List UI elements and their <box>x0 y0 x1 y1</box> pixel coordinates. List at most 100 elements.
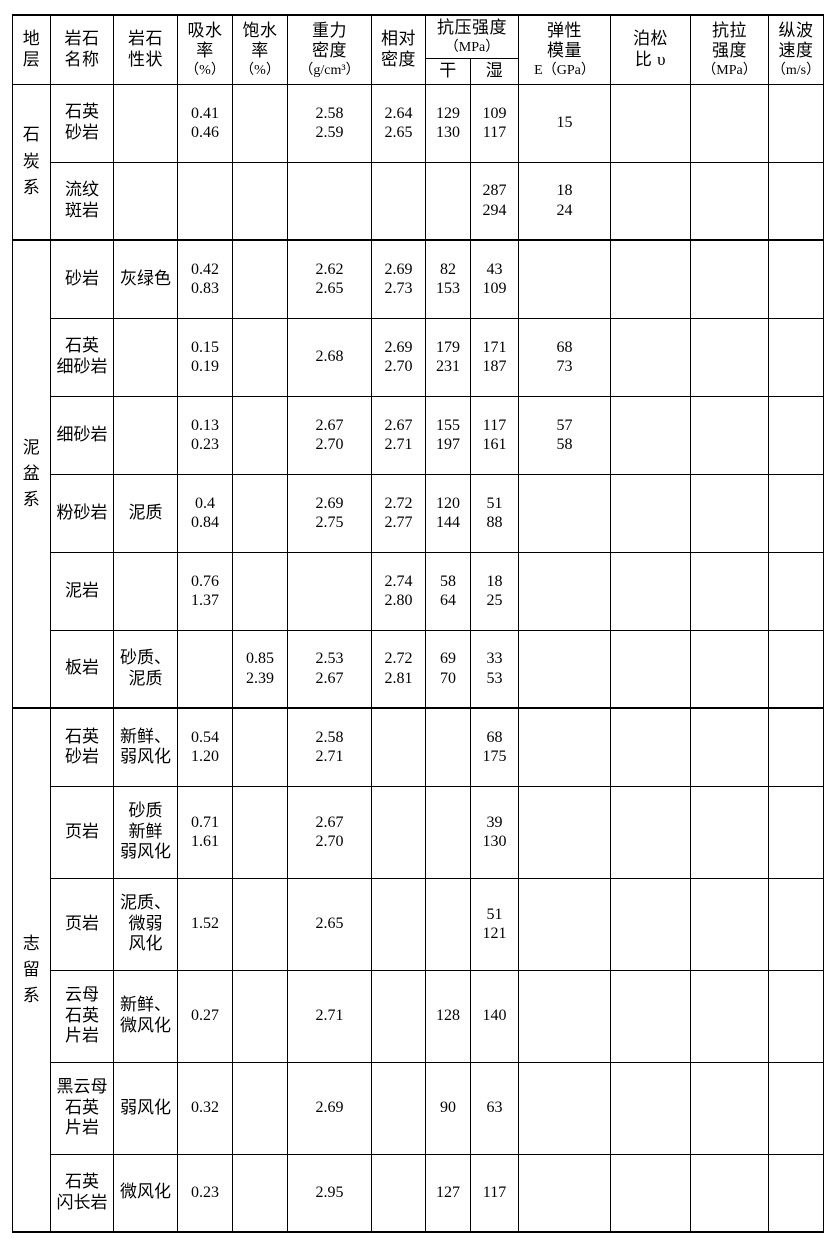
table-row: 黑云母 石英 片岩 弱风化 0.32 2.69 90 63 <box>13 1061 824 1155</box>
cell-rock-character: 新鲜、 弱风化 <box>113 707 178 787</box>
cell-water-absorption: 0.32 <box>177 1061 233 1155</box>
cell-wave-velocity <box>768 395 824 475</box>
cell-strength-wet-line: 171 <box>482 338 507 356</box>
cell-elastic-modulus-line: 68 <box>556 338 573 356</box>
cell-unit-weight: 2.69 <box>287 1061 372 1155</box>
cell-poisson-ratio <box>610 969 691 1063</box>
header-tensile-line2: 强度 <box>712 41 747 61</box>
cell-elastic-modulus <box>518 785 611 879</box>
cell-tensile-strength <box>690 161 769 241</box>
cell-unit-weight-line: 2.65 <box>315 280 344 298</box>
cell-strength-wet: 63 <box>470 1061 519 1155</box>
cell-wave-velocity <box>768 877 824 971</box>
cell-water-absorption-line: 0.71 <box>191 813 219 831</box>
cell-strength-dry: 90 <box>425 1061 471 1155</box>
cell-strength-dry-line: 90 <box>440 1099 456 1117</box>
header-tensile-unit: （MPa） <box>702 62 757 78</box>
cell-tensile-strength <box>690 1153 769 1233</box>
column-header-unit-weight: 重力 密度 （g/cm³） <box>287 14 372 85</box>
cell-poisson-ratio <box>610 317 691 397</box>
cell-unit-weight-line: 2.69 <box>315 1099 344 1117</box>
cell-rock-name-line: 斑岩 <box>65 200 99 220</box>
column-header-poisson-ratio: 泊松 比 υ <box>610 14 691 85</box>
cell-rock-character: 新鲜、 微风化 <box>113 969 178 1063</box>
cell-rock-name: 粉砂岩 <box>50 473 114 553</box>
cell-tensile-strength <box>690 551 769 631</box>
cell-rock-character-line: 砂质 <box>128 800 163 820</box>
cell-strength-wet: 117 <box>470 1153 519 1233</box>
column-header-wave-velocity: 纵波 速度 （m/s） <box>768 14 824 85</box>
header-reldens-line2: 密度 <box>381 49 416 69</box>
cell-poisson-ratio <box>610 551 691 631</box>
cell-elastic-modulus-line: 24 <box>556 201 573 219</box>
header-wave-line2: 速度 <box>778 41 814 61</box>
cell-relative-density: 2.72 2.81 <box>371 629 426 709</box>
cell-strength-wet: 43 109 <box>470 239 519 319</box>
cell-unit-weight: 2.67 2.70 <box>287 785 372 879</box>
header-stratum-line1: 地 <box>22 29 41 49</box>
cell-saturation <box>232 707 288 787</box>
cell-strength-dry: 179 231 <box>425 317 471 397</box>
cell-water-absorption-line: 0.42 <box>191 260 219 278</box>
cell-poisson-ratio <box>610 877 691 971</box>
table-row: 细砂岩 0.13 0.23 2.67 2.70 2.67 2.71 155 197 117 161 5… <box>13 395 824 475</box>
cell-relative-density <box>371 161 426 241</box>
cell-relative-density <box>371 1061 426 1155</box>
cell-strength-wet-line: 33 <box>486 650 503 668</box>
cell-strength-dry-line: 128 <box>436 1007 460 1025</box>
cell-wave-velocity <box>768 629 824 709</box>
cell-rock-character <box>113 395 178 475</box>
cell-unit-weight-line: 2.67 <box>315 416 344 434</box>
cell-rock-name: 页岩 <box>50 785 114 879</box>
header-poisson-line2: 比 υ <box>634 49 667 69</box>
table-row: 流纹 斑岩 287 294 18 24 <box>13 161 824 241</box>
cell-water-absorption: 0.71 1.61 <box>177 785 233 879</box>
cell-saturation: 0.85 2.39 <box>232 629 288 709</box>
stratum-char: 系 <box>22 177 41 197</box>
cell-unit-weight-line: 2.59 <box>315 124 344 142</box>
cell-unit-weight-line: 2.71 <box>315 1007 344 1025</box>
cell-relative-density-line: 2.71 <box>384 436 413 454</box>
cell-strength-wet: 33 53 <box>470 629 519 709</box>
cell-rock-name-line: 页岩 <box>65 913 99 933</box>
cell-strength-dry-line: 130 <box>436 124 460 142</box>
cell-rock-character: 砂质 新鲜 弱风化 <box>113 785 178 879</box>
cell-poisson-ratio <box>610 395 691 475</box>
table-row: 云母 石英 片岩 新鲜、 微风化 0.27 2.71 128 140 <box>13 969 824 1063</box>
cell-water-absorption-line: 0.54 <box>191 728 219 746</box>
cell-rock-name: 泥岩 <box>50 551 114 631</box>
cell-rock-name: 细砂岩 <box>50 395 114 475</box>
stratum-label-carboniferous: 石炭系 <box>12 83 51 241</box>
cell-water-absorption-line: 0.13 <box>191 416 219 434</box>
cell-strength-wet-line: 175 <box>482 748 507 766</box>
cell-elastic-modulus <box>518 629 611 709</box>
cell-strength-wet: 18 25 <box>470 551 519 631</box>
cell-saturation <box>232 1153 288 1233</box>
cell-relative-density-line: 2.73 <box>384 280 413 298</box>
cell-rock-character-line: 泥质 <box>128 668 163 688</box>
stratum-char: 志 <box>22 933 41 953</box>
stratum-char: 系 <box>22 490 41 510</box>
header-reldens-line1: 相对 <box>381 29 416 49</box>
cell-strength-dry <box>425 161 471 241</box>
cell-strength-wet-line: 161 <box>482 436 507 454</box>
cell-strength-wet-line: 117 <box>482 416 507 434</box>
cell-poisson-ratio <box>610 785 691 879</box>
cell-strength-dry-line: 120 <box>436 494 460 512</box>
cell-unit-weight: 2.58 2.59 <box>287 83 372 163</box>
cell-rock-character: 砂质、 泥质 <box>113 629 178 709</box>
cell-water-absorption: 0.27 <box>177 969 233 1063</box>
cell-relative-density: 2.74 2.80 <box>371 551 426 631</box>
cell-water-absorption-line: 1.37 <box>191 592 219 610</box>
cell-rock-character <box>113 317 178 397</box>
cell-strength-dry: 82 153 <box>425 239 471 319</box>
cell-rock-name-line: 石英 <box>65 336 99 356</box>
cell-saturation <box>232 877 288 971</box>
header-emod-line1: 弹性 <box>547 20 582 40</box>
cell-unit-weight: 2.62 2.65 <box>287 239 372 319</box>
cell-water-absorption <box>177 629 233 709</box>
cell-elastic-modulus <box>518 551 611 631</box>
cell-wave-velocity <box>768 239 824 319</box>
cell-rock-name-line: 石英 <box>65 1097 99 1117</box>
cell-strength-wet-line: 117 <box>482 1184 507 1202</box>
